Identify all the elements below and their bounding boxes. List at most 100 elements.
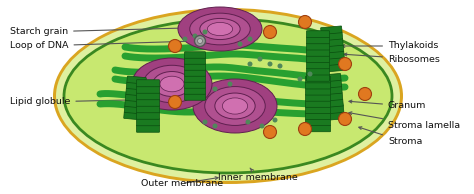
Ellipse shape — [53, 8, 403, 184]
FancyBboxPatch shape — [125, 100, 144, 108]
FancyBboxPatch shape — [307, 49, 329, 56]
FancyBboxPatch shape — [306, 76, 330, 83]
FancyBboxPatch shape — [319, 74, 341, 82]
Ellipse shape — [222, 98, 247, 114]
FancyBboxPatch shape — [306, 88, 330, 95]
Text: Stroma lamella: Stroma lamella — [349, 112, 460, 131]
FancyBboxPatch shape — [127, 76, 146, 84]
FancyBboxPatch shape — [125, 94, 145, 102]
FancyBboxPatch shape — [307, 37, 329, 44]
Circle shape — [247, 61, 253, 67]
Circle shape — [168, 40, 182, 53]
FancyBboxPatch shape — [137, 119, 159, 126]
Ellipse shape — [208, 22, 233, 36]
Ellipse shape — [153, 72, 191, 96]
Circle shape — [277, 63, 283, 68]
FancyBboxPatch shape — [307, 68, 329, 75]
FancyBboxPatch shape — [184, 82, 206, 88]
FancyBboxPatch shape — [184, 76, 206, 82]
Circle shape — [308, 72, 312, 76]
Text: Inner membrane: Inner membrane — [218, 168, 298, 182]
Circle shape — [299, 16, 311, 29]
FancyBboxPatch shape — [306, 82, 330, 89]
FancyBboxPatch shape — [307, 74, 329, 81]
Circle shape — [267, 61, 273, 67]
FancyBboxPatch shape — [124, 112, 143, 120]
FancyBboxPatch shape — [307, 31, 329, 37]
Ellipse shape — [190, 13, 250, 45]
Text: Thylakoids: Thylakoids — [342, 42, 438, 50]
Circle shape — [264, 25, 276, 38]
Ellipse shape — [205, 87, 265, 126]
Ellipse shape — [200, 18, 240, 40]
Text: Granum: Granum — [349, 100, 427, 111]
FancyBboxPatch shape — [137, 99, 159, 106]
FancyBboxPatch shape — [320, 80, 342, 88]
Circle shape — [259, 124, 264, 128]
Circle shape — [202, 29, 208, 35]
FancyBboxPatch shape — [322, 99, 343, 108]
Circle shape — [257, 56, 263, 61]
Ellipse shape — [194, 36, 206, 47]
FancyBboxPatch shape — [137, 125, 159, 132]
Circle shape — [202, 120, 208, 125]
Circle shape — [212, 124, 218, 128]
FancyBboxPatch shape — [306, 107, 330, 113]
FancyBboxPatch shape — [137, 93, 159, 100]
FancyBboxPatch shape — [184, 52, 206, 58]
FancyBboxPatch shape — [137, 112, 159, 119]
FancyBboxPatch shape — [323, 51, 344, 60]
FancyBboxPatch shape — [184, 88, 206, 94]
Ellipse shape — [178, 7, 262, 51]
FancyBboxPatch shape — [306, 95, 330, 101]
FancyBboxPatch shape — [323, 57, 345, 66]
FancyBboxPatch shape — [306, 101, 330, 107]
Ellipse shape — [193, 79, 277, 133]
FancyBboxPatch shape — [306, 113, 330, 120]
FancyBboxPatch shape — [126, 88, 145, 96]
FancyBboxPatch shape — [322, 38, 343, 47]
FancyBboxPatch shape — [184, 64, 206, 70]
Text: Loop of DNA: Loop of DNA — [10, 40, 191, 50]
Circle shape — [228, 81, 233, 87]
Ellipse shape — [160, 76, 184, 92]
FancyBboxPatch shape — [307, 62, 329, 69]
FancyBboxPatch shape — [322, 45, 344, 53]
Circle shape — [182, 36, 188, 42]
FancyBboxPatch shape — [184, 70, 206, 76]
FancyBboxPatch shape — [321, 86, 342, 95]
Circle shape — [212, 87, 218, 92]
FancyBboxPatch shape — [307, 43, 329, 50]
Ellipse shape — [64, 19, 392, 173]
FancyBboxPatch shape — [323, 112, 345, 120]
FancyBboxPatch shape — [137, 106, 159, 113]
Ellipse shape — [215, 93, 255, 119]
Circle shape — [168, 95, 182, 108]
Ellipse shape — [132, 58, 212, 110]
Circle shape — [299, 122, 311, 135]
FancyBboxPatch shape — [137, 80, 159, 87]
Circle shape — [246, 120, 250, 125]
FancyBboxPatch shape — [127, 82, 146, 90]
FancyBboxPatch shape — [184, 58, 206, 64]
Circle shape — [237, 42, 243, 47]
FancyBboxPatch shape — [321, 32, 343, 41]
Text: Starch grain: Starch grain — [10, 27, 181, 36]
Circle shape — [192, 34, 198, 38]
FancyBboxPatch shape — [324, 63, 346, 72]
FancyBboxPatch shape — [137, 86, 159, 93]
FancyBboxPatch shape — [184, 94, 206, 100]
Text: Outer membrane: Outer membrane — [141, 177, 223, 188]
FancyBboxPatch shape — [306, 125, 330, 132]
Circle shape — [338, 113, 352, 126]
Circle shape — [358, 87, 372, 100]
Ellipse shape — [143, 65, 201, 103]
FancyBboxPatch shape — [322, 106, 344, 114]
Circle shape — [264, 126, 276, 139]
FancyBboxPatch shape — [306, 119, 330, 126]
Text: Lipid globule: Lipid globule — [10, 98, 168, 107]
Ellipse shape — [56, 11, 400, 181]
Circle shape — [247, 36, 253, 42]
FancyBboxPatch shape — [124, 106, 144, 114]
Circle shape — [298, 76, 302, 81]
